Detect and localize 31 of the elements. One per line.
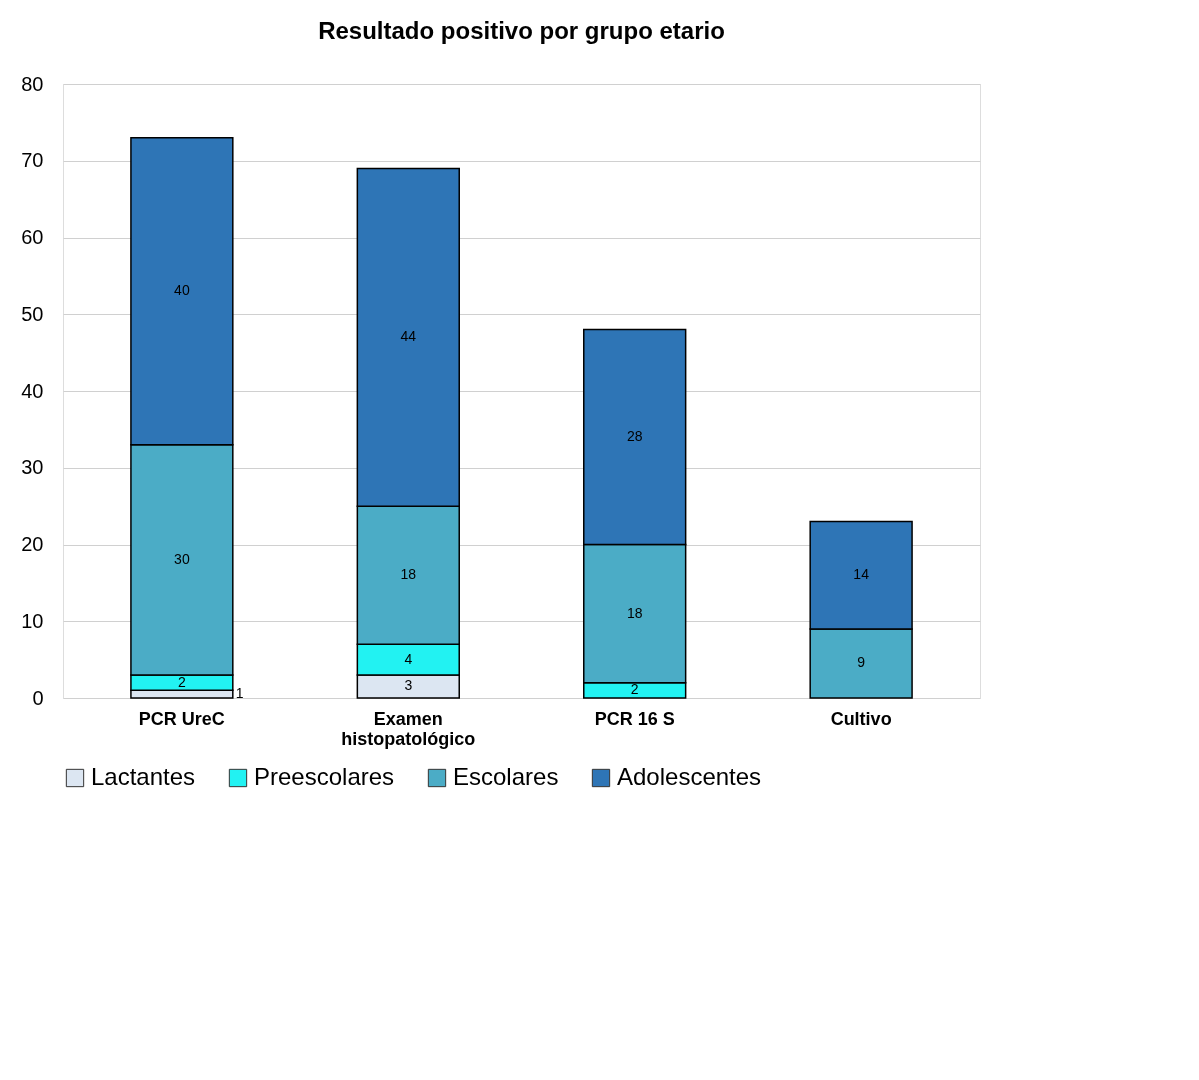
legend-label: Lactantes	[91, 763, 196, 790]
x-tick-label: PCR 16 S	[594, 708, 675, 729]
y-tick-label: 10	[21, 609, 44, 632]
x-tick-label: Examen histopatológico	[341, 708, 476, 749]
data-label: 1	[235, 685, 244, 702]
data-label: 18	[400, 566, 417, 583]
y-tick-label: 50	[21, 302, 44, 325]
data-label: 18	[626, 604, 643, 621]
data-label: 9	[857, 654, 866, 671]
data-label: 14	[853, 566, 870, 583]
data-label: 30	[174, 550, 190, 567]
data-label: 2	[630, 681, 639, 698]
chart-title: Resultado positivo por grupo etario	[318, 17, 725, 44]
data-label: 4	[404, 650, 413, 667]
y-tick-label: 60	[21, 226, 44, 248]
data-label: 2	[177, 673, 186, 690]
data-label: 44	[400, 328, 417, 345]
legend-label: Adolescentes	[617, 763, 762, 790]
y-tick-label: 20	[21, 533, 44, 555]
data-label: 28	[626, 428, 643, 445]
legend-label: Escolares	[453, 763, 559, 790]
y-tick-label: 80	[21, 72, 44, 95]
y-tick-label: 30	[21, 456, 44, 479]
y-tick-label: 70	[21, 149, 44, 172]
data-label: 40	[174, 282, 190, 299]
y-tick-label: 40	[21, 379, 44, 402]
x-tick-label: PCR UreC	[138, 708, 225, 729]
data-label: 3	[404, 677, 413, 694]
x-tick-label: Cultivo	[830, 708, 892, 729]
legend-label: Preescolares	[254, 763, 395, 790]
y-tick-label: 0	[32, 686, 44, 709]
